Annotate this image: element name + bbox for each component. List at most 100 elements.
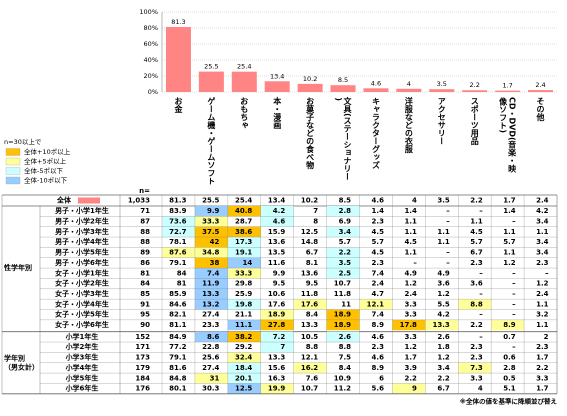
cell-value: 80.1 [169, 385, 186, 393]
cell-value: 2.3 [372, 218, 385, 226]
value-label: 2.4 [535, 81, 545, 89]
bar [429, 89, 455, 92]
cell-value: 7.2 [273, 333, 286, 341]
cell-value: 29.2 [235, 343, 252, 351]
cell-value: 11.8 [301, 290, 318, 298]
cell-highlight [326, 247, 360, 258]
cell-value: 84.6 [169, 300, 186, 308]
bar [396, 88, 422, 92]
cell-value: 1.2 [536, 280, 549, 288]
cell-value: 1.2 [404, 280, 417, 288]
cell-value: 17.3 [235, 238, 252, 246]
row-label: 女子・小学3年生 [55, 289, 109, 298]
cell-highlight [162, 226, 195, 238]
cell-value: – [512, 290, 516, 298]
cell-value: 3.5 [339, 259, 352, 267]
row-label: 小学6年生 [65, 384, 99, 393]
cell-highlight [326, 319, 360, 331]
row-label: 男子・小学4年生 [55, 237, 109, 246]
cell-value: 1.1 [503, 228, 516, 236]
cell-value: 13.3 [433, 321, 450, 329]
bar [264, 81, 290, 92]
cell-value: 11.1 [235, 321, 252, 329]
cell-highlight [227, 206, 261, 217]
cell-value: 32.4 [235, 354, 252, 362]
x-tick-label: お金 [173, 97, 183, 114]
cell-highlight [227, 247, 261, 258]
cell-value: 4 [412, 197, 417, 205]
cell-value: 11 [341, 300, 351, 308]
y-tick-label: 20% [144, 72, 158, 80]
cell-highlight [260, 309, 294, 320]
row-n: 95 [140, 311, 150, 319]
cell-value: 19.9 [268, 385, 285, 393]
cell-highlight [227, 268, 261, 279]
cell-value: 27.4 [202, 311, 219, 319]
cell-value: 1.2 [437, 290, 450, 298]
value-label: 4 [407, 80, 411, 88]
cell-value: 2.4 [372, 280, 385, 288]
cell-value: 4.9 [437, 269, 450, 277]
cell-value: 11.2 [334, 385, 351, 393]
cell-value: 3.9 [404, 364, 417, 372]
cell-value: 2.2 [339, 249, 352, 257]
cell-value: 13.3 [268, 354, 285, 362]
cell-value: 10.7 [334, 280, 351, 288]
cell-value: 81.3 [169, 197, 186, 205]
cell-value: 1.1 [404, 228, 417, 236]
cell-highlight [194, 373, 228, 384]
bar [363, 88, 389, 92]
cell-value: 6.7 [306, 249, 319, 257]
cell-value: 4.5 [372, 249, 385, 257]
cell-value: 5.7 [470, 238, 483, 246]
cell-value: 5.7 [339, 238, 352, 246]
cell-value: 0.5 [503, 374, 516, 382]
cell-value: 13.6 [301, 269, 318, 277]
cell-highlight [227, 237, 261, 248]
cell-highlight [227, 331, 261, 343]
cell-highlight [425, 319, 459, 331]
row-label: 女子・小学4年生 [55, 299, 109, 308]
cell-value: 7 [280, 343, 285, 351]
cell-highlight [194, 278, 228, 289]
value-label: 8.5 [338, 76, 348, 84]
cell-value: 2.3 [536, 343, 549, 351]
cell-value: – [479, 311, 483, 319]
row-n: 173 [135, 354, 150, 362]
cell-value: 15.9 [268, 228, 285, 236]
cell-highlight [293, 299, 327, 310]
group-label: 学年別 [4, 353, 25, 362]
cell-highlight [326, 206, 360, 217]
cell-highlight [227, 362, 261, 374]
cell-value: 1.4 [372, 207, 385, 215]
cell-highlight [326, 257, 360, 269]
cell-value: 2.5 [339, 269, 352, 277]
cell-value: 2.4 [536, 197, 549, 205]
cell-value: 3.2 [536, 311, 549, 319]
cell-value: 1.2 [437, 354, 450, 362]
cell-value: 7.4 [207, 269, 220, 277]
cell-value: 5.5 [437, 300, 450, 308]
cell-value: 13.3 [202, 290, 219, 298]
cell-highlight [458, 299, 492, 310]
cell-value: 8.4 [339, 364, 352, 372]
cell-value: 3.4 [536, 218, 549, 226]
cell-value: 19.1 [235, 249, 252, 257]
cell-value: 81.1 [169, 321, 186, 329]
y-tick-label: 40% [144, 56, 158, 64]
cell-value: 9.5 [273, 280, 286, 288]
cell-value: 1.1 [536, 321, 549, 329]
cell-value: 11.6 [268, 259, 285, 267]
row-n: 88 [140, 228, 150, 236]
cell-highlight [194, 299, 228, 310]
cell-value: 14 [243, 259, 253, 267]
cell-highlight [227, 226, 261, 238]
cell-value: – [545, 269, 549, 277]
cell-value: – [446, 207, 450, 215]
legend-swatch [5, 157, 21, 166]
legend-label: 全体+5ポ以上 [24, 157, 67, 166]
y-tick-label: 100% [139, 8, 158, 16]
cell-value: 4.9 [404, 269, 417, 277]
row-n: 87 [140, 218, 150, 226]
cell-highlight [194, 216, 228, 227]
